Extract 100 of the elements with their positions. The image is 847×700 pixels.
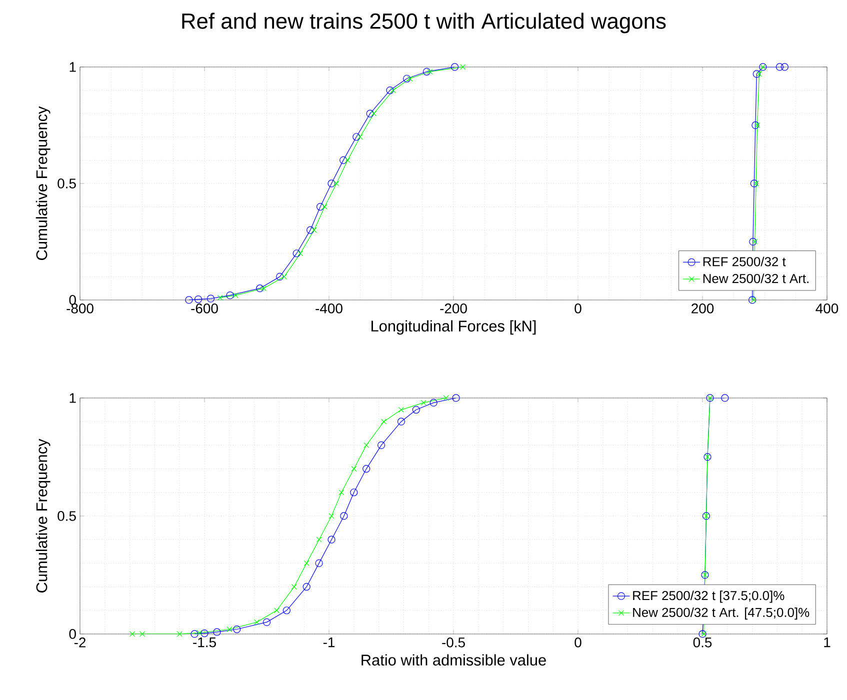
point bbox=[316, 202, 324, 211]
point bbox=[398, 407, 404, 413]
x-tick-label: -200 bbox=[440, 303, 467, 314]
point bbox=[316, 536, 322, 542]
y-tick-label: 0 bbox=[69, 629, 76, 639]
point bbox=[328, 513, 334, 519]
point bbox=[366, 110, 374, 118]
x-tick-label: 0.5 bbox=[693, 637, 712, 648]
point bbox=[450, 63, 459, 71]
point bbox=[298, 250, 304, 256]
point bbox=[749, 238, 757, 246]
x-tick-label: 400 bbox=[816, 303, 838, 314]
legend-label: New 2500/32 t Art. [47.5;0.0]% bbox=[633, 607, 810, 620]
point bbox=[756, 71, 762, 77]
x-tick-label: 0 bbox=[574, 303, 582, 314]
point bbox=[350, 488, 358, 496]
point bbox=[176, 631, 182, 637]
y-axis-title: Cumulative Frequency bbox=[36, 438, 50, 592]
point bbox=[206, 294, 215, 302]
x-tick-label: -0.5 bbox=[442, 637, 465, 648]
point bbox=[780, 63, 788, 71]
point bbox=[443, 395, 449, 401]
legend-label: REF 2500/32 t [37.5;0.0]% bbox=[633, 590, 784, 603]
point bbox=[390, 88, 396, 94]
point bbox=[328, 536, 336, 544]
point bbox=[752, 70, 760, 78]
point bbox=[282, 606, 290, 614]
point bbox=[381, 418, 387, 424]
point bbox=[357, 134, 363, 140]
y-tick-label: 1 bbox=[70, 393, 76, 403]
x-axis-title: Ratio with admissible value bbox=[362, 654, 546, 666]
point bbox=[412, 406, 420, 414]
point bbox=[291, 584, 297, 590]
x-tick-label: -2 bbox=[74, 637, 86, 648]
point bbox=[352, 133, 360, 141]
point bbox=[260, 286, 266, 292]
point bbox=[752, 121, 760, 130]
point bbox=[386, 86, 394, 94]
point bbox=[196, 630, 202, 636]
point bbox=[276, 272, 284, 280]
point bbox=[194, 295, 202, 304]
legend-label: New 2500/32 t Art. bbox=[703, 274, 808, 284]
point bbox=[322, 204, 328, 210]
point bbox=[233, 625, 241, 634]
point bbox=[226, 626, 232, 632]
x-tick-label: -400 bbox=[316, 303, 342, 314]
point bbox=[213, 628, 221, 636]
x-tick-label: -1 bbox=[323, 638, 335, 648]
point bbox=[344, 157, 350, 163]
point bbox=[753, 180, 759, 186]
point bbox=[304, 560, 310, 566]
point bbox=[460, 64, 466, 70]
x-tick-label: 200 bbox=[692, 303, 714, 314]
y-axis-title: Cumulative Frequency bbox=[36, 106, 50, 260]
point bbox=[430, 398, 438, 407]
point bbox=[139, 631, 146, 637]
point bbox=[752, 238, 758, 245]
point bbox=[340, 156, 348, 164]
point bbox=[256, 284, 264, 292]
y-tick-label: 0.5 bbox=[58, 178, 76, 188]
point bbox=[452, 394, 460, 402]
point bbox=[217, 294, 223, 300]
point bbox=[200, 629, 208, 638]
point bbox=[306, 226, 314, 234]
x-tick-label: -800 bbox=[66, 303, 94, 314]
point bbox=[254, 619, 260, 625]
point bbox=[302, 582, 310, 591]
x-tick-label: -1.5 bbox=[193, 638, 216, 648]
point bbox=[420, 400, 426, 406]
point bbox=[364, 442, 370, 448]
point bbox=[403, 74, 411, 82]
point bbox=[754, 122, 760, 128]
point bbox=[362, 464, 370, 473]
point bbox=[130, 631, 136, 637]
point bbox=[371, 110, 377, 116]
y-tick-label: 0.5 bbox=[58, 511, 76, 521]
chart-title: Ref and new trains 2500 t with Articulated wagons bbox=[182, 12, 666, 34]
point bbox=[422, 68, 431, 76]
x-axis-title: Longitudinal Forces [kN] bbox=[372, 320, 536, 335]
point bbox=[262, 618, 271, 626]
point bbox=[185, 296, 193, 304]
point bbox=[281, 274, 287, 280]
point bbox=[378, 441, 386, 449]
point bbox=[274, 608, 280, 614]
point bbox=[407, 76, 413, 82]
x-tick-label: 0 bbox=[574, 637, 582, 648]
point bbox=[334, 180, 340, 186]
point bbox=[397, 418, 406, 426]
point bbox=[311, 227, 317, 233]
legend-label: REF 2500/32 t bbox=[703, 256, 786, 266]
x-tick-label: 1 bbox=[824, 638, 830, 648]
y-tick-label: 1 bbox=[70, 62, 76, 72]
point bbox=[232, 292, 238, 298]
x-tick-label: -600 bbox=[191, 303, 218, 314]
point bbox=[226, 292, 234, 300]
point bbox=[427, 68, 433, 74]
point bbox=[721, 394, 729, 402]
point bbox=[292, 250, 300, 258]
point bbox=[315, 559, 323, 567]
point bbox=[338, 490, 344, 496]
